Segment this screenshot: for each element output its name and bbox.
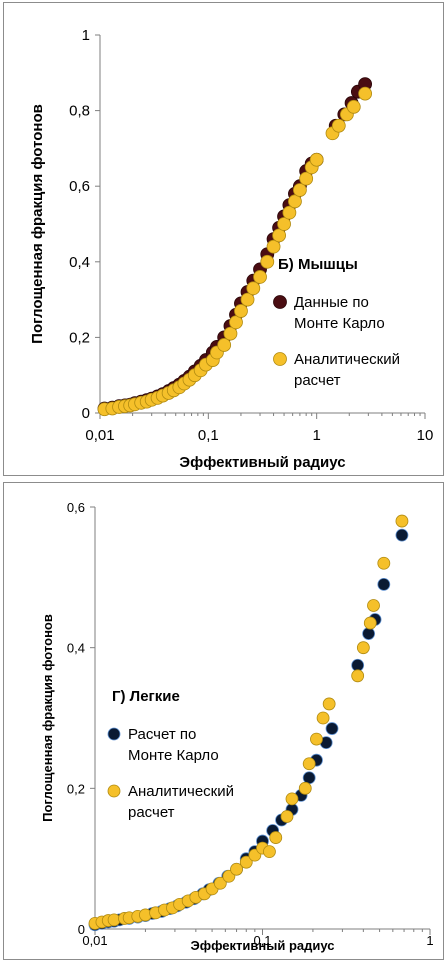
data-point-series-1: [377, 577, 391, 591]
legend-label-series-1: Расчет по: [128, 726, 196, 743]
data-point-series-2: [358, 86, 373, 101]
data-point-series-2: [240, 292, 255, 307]
data-point-series-2: [285, 792, 299, 806]
data-point-series-2: [367, 599, 380, 612]
legend-marker-series-1: [273, 295, 287, 309]
panel-title: Г) Легкие: [112, 688, 180, 705]
y-tick-label: 1: [82, 27, 90, 44]
panel-title: Б) Мышцы: [278, 256, 358, 273]
legend-label-series-1: Данные по: [294, 294, 369, 311]
data-point-series-2: [272, 228, 286, 243]
data-point-series-2: [288, 194, 302, 209]
chart-muscles: 0 0,2 0,4 0,6 0,8 1 0,01 0,1 1 10 Эффективный ради…: [29, 27, 434, 471]
data-point-series-2: [310, 732, 323, 746]
data-point-series-2: [331, 118, 346, 133]
data-point-series-2: [299, 171, 314, 186]
data-point-series-1: [395, 528, 409, 542]
y-tick-label: 0,6: [69, 178, 90, 195]
y-axis-label: Поглощенная фракция фотонов: [40, 614, 55, 822]
data-point-series-2: [266, 239, 281, 254]
data-point-series-2: [263, 845, 276, 859]
y-tick-label: 0,4: [67, 641, 85, 656]
data-point-series-2: [316, 711, 330, 725]
y-tick-label: 0,8: [69, 103, 90, 120]
legend-label-series-2: расчет: [128, 804, 175, 821]
legend-label-series-1: Монте Карло: [294, 315, 385, 332]
data-point-series-2: [246, 281, 261, 296]
data-point-series-2: [282, 205, 297, 220]
data-point-series-2: [351, 669, 365, 683]
data-point-series-2: [213, 876, 227, 890]
x-tick-label: 10: [417, 427, 434, 444]
chart-panel-muscles: 0 0,2 0,4 0,6 0,8 1 0,01 0,1 1 10 Эффективный ради…: [3, 2, 444, 476]
data-point-series-2: [292, 183, 307, 197]
y-tick-label: 0: [82, 405, 90, 422]
x-tick-label: 0,1: [253, 933, 271, 948]
y-tick-label: 0: [78, 922, 85, 937]
x-axis-label: Эффективный радиус: [179, 454, 345, 471]
legend-marker-series-2: [107, 784, 121, 798]
data-point-series-2: [363, 616, 377, 630]
data-point-series-2: [239, 855, 253, 869]
chart-lungs: 0 0,2 0,4 0,6 0,01 0,1 1 Эффективный радиус Погл…: [40, 500, 434, 953]
y-tick-label: 0,4: [69, 254, 90, 271]
x-tick-label: 0,01: [85, 427, 114, 444]
legend-label-series-2: Аналитический: [128, 783, 234, 800]
x-tick-label: 0,01: [82, 933, 107, 948]
data-point-series-2: [260, 254, 275, 269]
data-point-series-2: [217, 338, 232, 352]
chart-panel-lungs: 0 0,2 0,4 0,6 0,01 0,1 1 Эффективный радиус Погл…: [3, 482, 444, 960]
data-point-series-2: [280, 810, 294, 823]
y-tick-label: 0,6: [67, 500, 85, 515]
data-point-series-2: [309, 152, 324, 167]
legend-label-series-2: Аналитический: [294, 351, 400, 368]
data-point-series-2: [346, 99, 361, 114]
x-tick-label: 1: [426, 933, 433, 948]
data-point-series-2: [377, 556, 391, 570]
y-axis-label: Поглощенная фракция фотонов: [29, 104, 46, 344]
legend-label-series-1: Монте Карло: [128, 747, 219, 764]
data-point-series-2: [302, 757, 316, 771]
data-point-series-2: [234, 304, 248, 318]
data-point-series-2: [230, 862, 243, 876]
data-point-series-2: [277, 217, 291, 231]
data-point-series-1: [362, 627, 376, 641]
data-point-series-2: [229, 315, 243, 330]
legend-marker-series-1: [107, 727, 121, 741]
data-point-series-2: [322, 697, 336, 711]
x-axis-label: Эффективный радиус: [190, 938, 334, 953]
y-tick-label: 0,2: [69, 329, 90, 346]
data-point-series-2: [395, 514, 409, 528]
legend-marker-series-2: [273, 352, 287, 366]
data-point-series-2: [269, 831, 283, 844]
data-point-series-2: [223, 326, 238, 341]
data-point-series-1: [325, 722, 339, 735]
x-tick-label: 0,1: [198, 427, 219, 444]
data-point-series-2: [356, 641, 370, 655]
data-point-series-2: [298, 781, 312, 795]
legend-label-series-2: расчет: [294, 372, 341, 389]
data-point-series-2: [253, 270, 267, 284]
y-tick-label: 0,2: [67, 781, 85, 796]
x-tick-label: 1: [312, 427, 320, 444]
